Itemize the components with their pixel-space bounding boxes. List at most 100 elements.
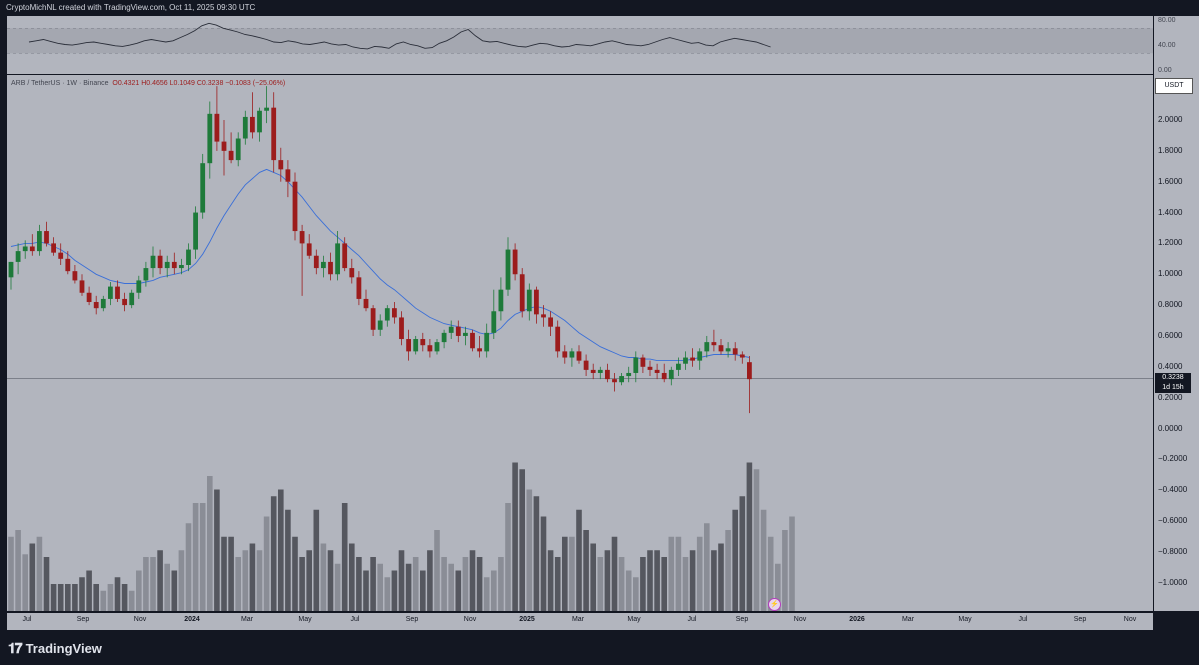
volume-bar: [661, 557, 667, 611]
volume-bar: [370, 557, 376, 611]
candle-body: [72, 271, 78, 281]
time-tick-label: Mar: [901, 616, 915, 623]
volume-bar: [256, 550, 263, 611]
currency-label[interactable]: USDT: [1155, 78, 1193, 94]
volume-bar: [79, 577, 85, 611]
volume-bar: [562, 536, 568, 611]
volume-bar: [263, 516, 270, 611]
candle-body: [683, 357, 688, 364]
rsi-band: [7, 28, 1153, 54]
volume-bar: [420, 570, 426, 611]
rsi-pane[interactable]: [7, 16, 1153, 74]
volume-bar: [569, 536, 575, 611]
candle-body: [583, 360, 589, 370]
volume-bar: [782, 530, 788, 611]
candle-body: [306, 243, 312, 256]
candle-body: [420, 339, 426, 346]
candle-body: [505, 249, 511, 290]
volume-bar: [576, 509, 582, 611]
candle-body: [555, 326, 561, 352]
volume-bar: [647, 550, 653, 611]
volume-bar: [405, 563, 412, 611]
volume-bar: [107, 584, 114, 611]
time-tick-label: May: [958, 616, 972, 623]
volume-bar: [221, 536, 227, 611]
time-tick-label: Jul: [687, 616, 697, 623]
time-tick-label: Nov: [1123, 616, 1137, 623]
candle-body: [271, 107, 277, 161]
price-tick-label: 2.0000: [1158, 115, 1183, 124]
candle-body: [590, 369, 596, 373]
volume-bar: [434, 530, 440, 611]
candle-body: [647, 366, 653, 370]
volume-bar: [540, 516, 547, 611]
price-tick-label: 0.0000: [1158, 423, 1183, 433]
candle-body: [214, 113, 220, 142]
candle-body: [292, 181, 298, 232]
volume-bar: [121, 584, 128, 611]
candle-body: [228, 150, 234, 161]
price-tick-label: −0.4000: [1158, 485, 1188, 495]
volume-bar: [349, 543, 355, 611]
time-axis[interactable]: [7, 612, 1153, 631]
price-pane[interactable]: [7, 75, 1153, 611]
volume-bar: [554, 557, 561, 611]
candle-body: [562, 351, 568, 358]
volume-bar: [327, 550, 334, 611]
candle-body: [526, 289, 532, 312]
candle-body: [448, 326, 454, 333]
candle-body: [100, 298, 106, 309]
candle-body: [15, 251, 21, 262]
candle-body: [51, 243, 56, 253]
volume-bar: [114, 577, 121, 611]
volume-bar: [590, 543, 596, 611]
price-tick-label: −1.0000: [1158, 577, 1188, 587]
price-tick-label: 0.4000: [1158, 361, 1183, 371]
lightning-icon[interactable]: ⚡: [768, 598, 781, 611]
candle-body: [93, 302, 99, 309]
candle-body: [640, 357, 646, 367]
candle-body: [221, 141, 227, 151]
volume-bar: [22, 554, 28, 611]
chart-header: CryptoMichNL created with TradingView.co…: [0, 0, 1199, 16]
volume-bar: [526, 489, 533, 611]
header-text: CryptoMichNL created with TradingView.co…: [6, 3, 256, 12]
volume-bar: [320, 543, 327, 611]
candle-body: [668, 369, 674, 380]
volume-bar: [753, 469, 760, 611]
time-tick-label: Sep: [735, 616, 749, 623]
volume-bar: [739, 496, 746, 611]
candle-body: [484, 332, 490, 352]
volume-bar: [682, 557, 689, 611]
volume-bar: [57, 584, 64, 611]
time-tick-label: Jul: [350, 616, 360, 623]
volume-bar: [270, 496, 277, 611]
volume-bar: [150, 557, 156, 611]
candle-body: [633, 357, 639, 373]
candle-body: [597, 369, 603, 373]
volume-bar: [43, 557, 50, 611]
volume-bar: [72, 584, 78, 611]
candle-body: [129, 292, 135, 306]
tradingview-logo[interactable]: 𝟏𝟕 TradingView: [8, 640, 102, 657]
price-tick-label: 1.6000: [1158, 176, 1183, 186]
candle-body: [264, 107, 269, 111]
time-tick-label: Jul: [22, 616, 32, 623]
volume-bar: [285, 509, 291, 611]
volume-bar: [235, 557, 241, 611]
price-axis[interactable]: 2.0000 1.8000 1.6000 1.4000 1.2000 1.0000 0.80…: [1153, 16, 1199, 611]
candle-body: [363, 298, 369, 309]
time-tick-label: Nov: [133, 616, 147, 623]
volume-bar: [625, 570, 632, 611]
candle-body: [157, 255, 163, 269]
candle-body: [108, 286, 113, 299]
volume-bar: [746, 462, 753, 611]
symbol-legend[interactable]: ARB / TetherUS · 1W · Binance O0.4321 H0…: [11, 80, 285, 87]
last-price-label: 0.3238 1d 15h: [1155, 373, 1191, 393]
volume-bar: [93, 584, 99, 611]
candle-body: [86, 292, 92, 303]
volume-bar: [519, 469, 525, 611]
time-tick-label: Mar: [571, 616, 585, 623]
volume-bar: [171, 570, 178, 611]
candle-body: [455, 326, 461, 336]
